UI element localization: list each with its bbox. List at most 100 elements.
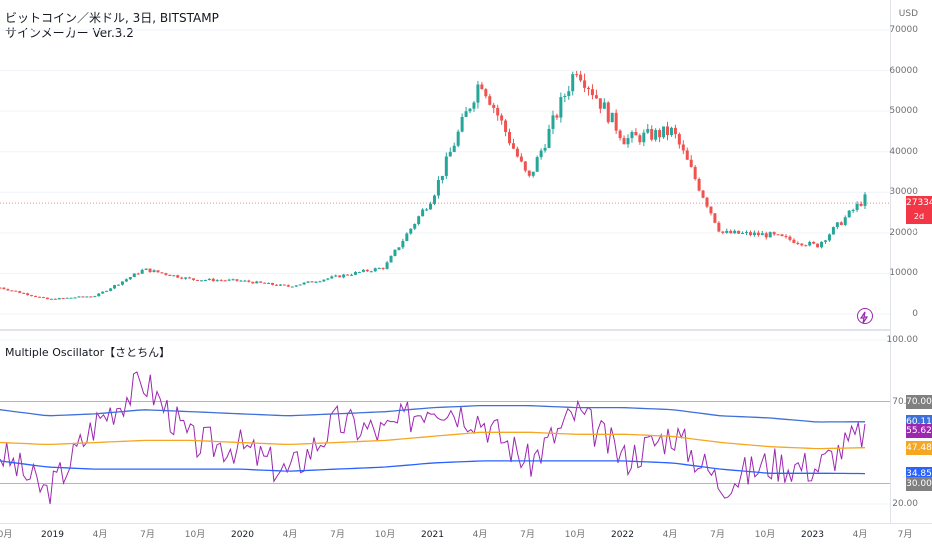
- candle: [156, 270, 160, 273]
- candle: [65, 297, 69, 299]
- candle: [132, 273, 136, 278]
- candle: [365, 269, 369, 272]
- candle: [298, 284, 302, 286]
- pane-divider[interactable]: [0, 329, 890, 331]
- candle: [571, 71, 575, 96]
- candle: [444, 152, 448, 180]
- candle: [140, 268, 144, 275]
- candle: [338, 275, 342, 278]
- candle: [397, 247, 401, 251]
- candle: [120, 281, 124, 286]
- candle: [152, 269, 156, 273]
- time-tick: 10月: [754, 530, 776, 540]
- candle: [116, 284, 120, 286]
- candle: [239, 280, 243, 282]
- candle: [839, 221, 843, 226]
- candle: [255, 280, 259, 284]
- candle: [34, 295, 38, 298]
- candle: [622, 135, 626, 145]
- candle: [184, 277, 188, 280]
- candle: [626, 134, 630, 148]
- candle: [417, 215, 421, 226]
- oscillator-value-badge: 47.48: [906, 440, 932, 455]
- candle: [567, 85, 571, 100]
- time-tick: 7月: [140, 530, 155, 540]
- candle: [429, 201, 433, 210]
- candle: [602, 98, 606, 109]
- candle: [531, 171, 535, 178]
- candle: [211, 277, 215, 282]
- candle: [464, 106, 468, 118]
- candle: [385, 260, 389, 270]
- candle: [748, 230, 752, 237]
- candle: [669, 126, 673, 137]
- candle: [590, 84, 594, 100]
- candle: [776, 234, 780, 236]
- candle: [346, 274, 350, 276]
- candle: [97, 292, 101, 297]
- oscillator-title[interactable]: Multiple Oscillator【さとちん】: [5, 346, 171, 359]
- candle: [606, 101, 610, 124]
- candle: [172, 275, 176, 277]
- time-tick: 4月: [282, 530, 298, 540]
- time-tick: 10月: [374, 530, 396, 540]
- time-tick: 2019: [41, 530, 64, 540]
- time-tick: 10月: [184, 530, 206, 540]
- candle: [468, 107, 472, 114]
- candle: [598, 98, 602, 114]
- candle: [286, 284, 290, 288]
- candle: [508, 128, 512, 146]
- candle: [101, 291, 105, 294]
- candle: [784, 234, 788, 239]
- candle: [18, 290, 22, 294]
- candle: [535, 155, 539, 172]
- candle: [350, 273, 354, 276]
- candle: [22, 292, 26, 294]
- candle: [843, 215, 847, 227]
- oscillator-value-badge: 30.00: [906, 476, 932, 491]
- candle: [835, 222, 839, 230]
- candle: [37, 296, 41, 298]
- candle: [685, 147, 689, 160]
- candle: [310, 281, 314, 283]
- candle: [85, 296, 89, 298]
- candle: [820, 241, 824, 249]
- candle: [271, 282, 275, 286]
- candle: [203, 279, 207, 282]
- oscillator-tick: 70.00: [878, 397, 918, 407]
- candle: [109, 288, 113, 292]
- candle: [168, 274, 172, 276]
- candle: [326, 278, 330, 281]
- candle: [302, 282, 306, 285]
- candle: [808, 240, 812, 247]
- candle: [594, 89, 598, 99]
- currency-label: USD: [898, 9, 918, 19]
- candle: [583, 73, 587, 93]
- symbol-title[interactable]: ビットコイン／米ドル, 3日, BITSTAMP: [5, 11, 219, 25]
- candle: [630, 130, 634, 143]
- candle: [342, 273, 346, 279]
- candle: [701, 189, 705, 199]
- candle: [381, 267, 385, 271]
- oscillator-value-badge: 55.62: [906, 423, 932, 438]
- candle: [717, 221, 721, 233]
- candle: [488, 94, 492, 106]
- candle: [294, 285, 298, 287]
- candle: [824, 239, 828, 244]
- candle: [357, 271, 361, 273]
- candle: [207, 278, 211, 281]
- candle: [215, 279, 219, 282]
- candle: [634, 128, 638, 136]
- candle: [227, 278, 231, 282]
- candle: [10, 290, 14, 292]
- candle: [389, 255, 393, 263]
- candle: [195, 279, 199, 281]
- price-tick: 40000: [889, 146, 918, 157]
- candle: [551, 110, 555, 135]
- grid-lines: [0, 29, 890, 505]
- candle: [662, 126, 666, 139]
- candle: [160, 272, 164, 274]
- candle: [847, 210, 851, 218]
- alert-bolt-icon[interactable]: [857, 308, 873, 324]
